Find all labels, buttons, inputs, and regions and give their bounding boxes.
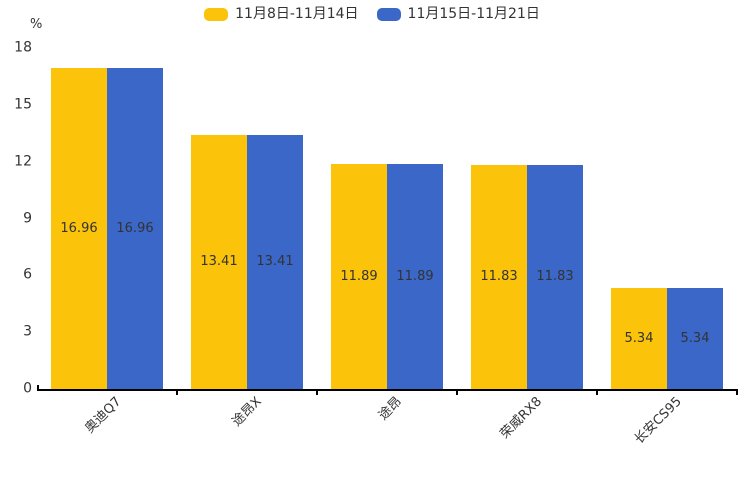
bar[interactable]: 5.34 <box>611 287 667 389</box>
bar[interactable]: 5.34 <box>667 287 723 389</box>
bar[interactable]: 11.83 <box>471 164 527 389</box>
x-axis-tick <box>176 389 178 395</box>
bar-value-label: 5.34 <box>624 330 654 346</box>
legend-item[interactable]: 11月8日-11月14日 <box>204 6 359 22</box>
legend-item[interactable]: 11月15日-11月21日 <box>376 6 540 22</box>
y-tick-label: 9 <box>23 209 32 226</box>
y-tick-label: 15 <box>14 96 32 113</box>
bar-value-label: 13.41 <box>200 254 238 270</box>
x-category-label: 奥迪Q7 <box>82 394 125 437</box>
legend-label: 11月15日-11月21日 <box>407 6 540 22</box>
x-category-label: 途昂X <box>229 394 265 430</box>
bar[interactable]: 11.89 <box>387 163 443 389</box>
x-category-label: 长安CS95 <box>631 394 685 448</box>
legend-label: 11月8日-11月14日 <box>235 6 359 22</box>
y-tick-label: 18 <box>14 39 32 56</box>
x-axis-tick <box>456 389 458 395</box>
y-axis-unit-label: % <box>30 17 43 32</box>
bar[interactable]: 13.41 <box>191 134 247 389</box>
bar-value-label: 16.96 <box>116 220 154 236</box>
bar[interactable]: 16.96 <box>107 67 163 389</box>
bar[interactable]: 16.96 <box>51 67 107 389</box>
legend: 11月8日-11月14日 11月15日-11月21日 <box>0 7 744 21</box>
bar[interactable]: 11.89 <box>331 163 387 389</box>
bar-value-label: 11.89 <box>340 268 378 284</box>
y-axis-origin-stub <box>37 385 39 390</box>
bar-value-label: 11.83 <box>480 269 518 285</box>
x-axis-tick <box>316 389 318 395</box>
y-tick-label: 12 <box>14 152 32 169</box>
bar[interactable]: 11.83 <box>527 164 583 389</box>
legend-swatch <box>376 7 401 21</box>
x-axis-line <box>37 389 738 391</box>
bar-value-label: 13.41 <box>256 254 294 270</box>
bar-value-label: 11.89 <box>396 268 434 284</box>
y-tick-label: 6 <box>23 266 32 283</box>
x-category-label: 荣威RX8 <box>497 394 545 442</box>
bar[interactable]: 13.41 <box>247 134 303 389</box>
y-tick-label: 3 <box>23 323 32 340</box>
bar-value-label: 11.83 <box>536 269 574 285</box>
y-tick-label: 0 <box>23 380 32 397</box>
x-category-label: 途昂 <box>375 394 405 424</box>
bar-value-label: 16.96 <box>60 220 98 236</box>
bar-value-label: 5.34 <box>680 330 710 346</box>
x-axis-tick <box>596 389 598 395</box>
legend-swatch <box>204 7 229 21</box>
x-axis-tick <box>736 389 738 395</box>
